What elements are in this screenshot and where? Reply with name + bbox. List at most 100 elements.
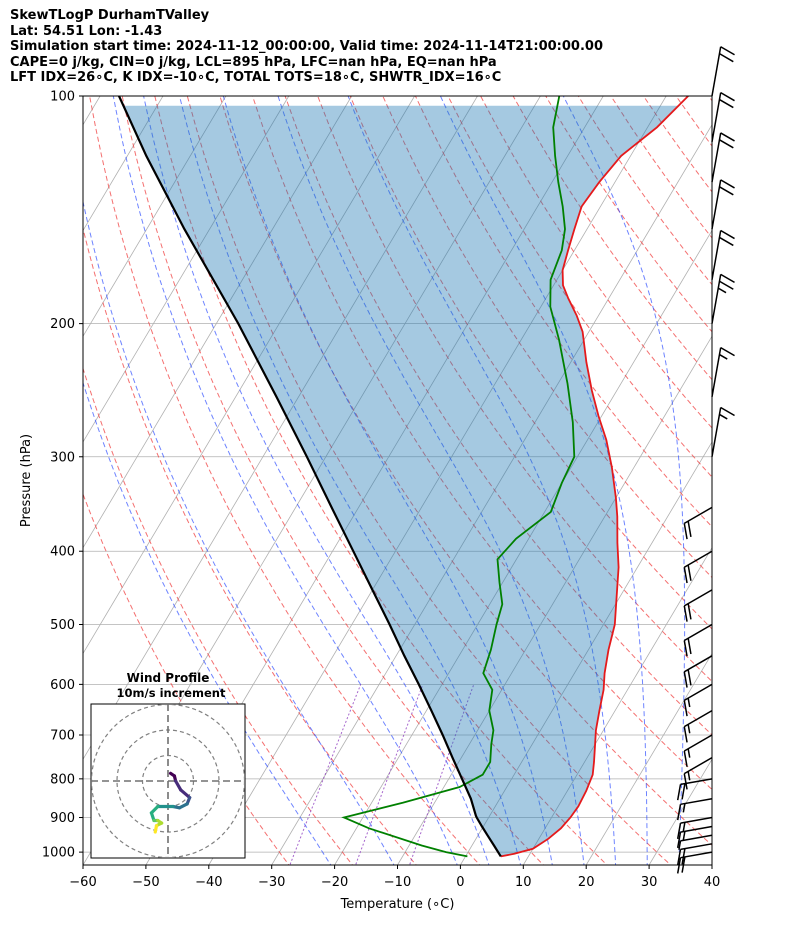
- x-tick-label: 10: [515, 875, 532, 890]
- y-axis-label: Pressure (hPa): [19, 434, 34, 527]
- moist-adiabat: [277, 96, 585, 865]
- wind-barb: [711, 406, 735, 457]
- isotherm-line: [585, 652, 712, 865]
- index-line: LFT IDX=26∘C, K IDX=-10∘C, TOTAL TOTS=18…: [10, 70, 502, 85]
- wind-barb: [676, 851, 713, 874]
- dry-adiabat: [349, 96, 712, 630]
- moist-adiabat: [179, 96, 522, 865]
- wind-barb: [711, 347, 735, 398]
- dry-adiabat: [219, 96, 712, 846]
- parcel-line: [117, 96, 502, 857]
- y-tick-label: 1000: [42, 846, 75, 861]
- wind-barb: [683, 710, 713, 743]
- data-layer: [117, 96, 689, 858]
- grid-layer: [83, 96, 794, 868]
- y-tick-label: 500: [50, 618, 75, 633]
- y-tick-label: 800: [50, 772, 75, 787]
- wind-barb: [683, 734, 713, 767]
- dewpoint-line: [341, 96, 576, 858]
- isotherm-line: [648, 758, 712, 865]
- wind-barb: [683, 683, 713, 717]
- wind-barb: [683, 506, 713, 540]
- isotherm-line: [208, 96, 667, 865]
- isotherm-line: [775, 96, 794, 865]
- x-tick-label: −50: [132, 875, 159, 890]
- y-tick-label: 200: [50, 317, 75, 332]
- wind-barb: [711, 273, 735, 324]
- isotherm-line: [711, 864, 712, 865]
- dry-adiabat: [382, 96, 712, 579]
- dry-adiabat: [83, 492, 290, 865]
- hodograph-segment: [153, 824, 159, 834]
- wind-barb: [711, 46, 735, 97]
- cin-shading: [123, 105, 679, 857]
- moist-adiabat: [222, 96, 553, 865]
- x-tick-label: 30: [641, 875, 658, 890]
- x-tick-label: −20: [321, 875, 348, 890]
- wind-barb: [676, 798, 713, 821]
- isotherm-line: [271, 123, 712, 865]
- dry-adiabat: [643, 96, 712, 193]
- x-axis-label: Temperature (∘C): [340, 897, 455, 912]
- moist-adiabat: [83, 381, 332, 865]
- wind-barb: [711, 132, 735, 183]
- wind-barb: [676, 843, 713, 866]
- y-tick-label: 900: [50, 811, 75, 826]
- hodograph-plot: [91, 704, 245, 858]
- wind-barb: [683, 589, 713, 622]
- cape-line: CAPE=0 j/kg, CIN=0 j/kg, LCL=895 hPa, LF…: [10, 54, 497, 70]
- wind-barb: [676, 778, 713, 801]
- dry-adiabat: [154, 96, 608, 865]
- dry-adiabat: [89, 96, 481, 865]
- chart-header: SkewTLogP DurhamTValley Lat: 54.51 Lon: …: [10, 8, 780, 86]
- y-tick-label: 700: [50, 728, 75, 743]
- wind-barb: [711, 179, 735, 230]
- x-tick-label: 0: [456, 875, 464, 890]
- y-tick-label: 300: [50, 450, 75, 465]
- isotherm-line: [83, 96, 227, 338]
- mixing-ratio-line: [355, 684, 424, 865]
- dry-adiabat: [675, 96, 712, 147]
- dry-adiabat: [708, 96, 712, 102]
- axis-layer: −60 −50 −40 −30 −20 −10 0 10 20 30 40 100 200 300 400 5…: [19, 90, 720, 913]
- dry-adiabat: [186, 96, 672, 865]
- dry-adiabat: [252, 96, 712, 791]
- dry-adiabat: [414, 96, 712, 528]
- dry-adiabat: [121, 96, 545, 865]
- x-tick-label: −60: [69, 875, 96, 890]
- mixing-ratio-line: [289, 684, 362, 865]
- wind-barbs: [676, 46, 735, 874]
- isotherm-line: [83, 96, 164, 232]
- x-tick-label: −10: [384, 875, 411, 890]
- x-tick-label: 20: [578, 875, 595, 890]
- x-tick-label: −30: [258, 875, 285, 890]
- dry-adiabat: [741, 96, 794, 868]
- wind-barb: [678, 834, 713, 850]
- wind-barb: [711, 92, 735, 143]
- wind-barb: [676, 816, 713, 839]
- wind-barb: [676, 825, 713, 848]
- isotherm-line: [83, 96, 353, 549]
- dry-adiabat: [480, 96, 712, 429]
- isotherm-line: [397, 335, 712, 865]
- hodograph-segment: [174, 779, 183, 792]
- moist-adiabat: [143, 96, 490, 865]
- isotherm-line: [522, 546, 712, 865]
- temperature-line: [500, 96, 689, 858]
- dry-adiabat: [447, 96, 712, 478]
- hodograph-segment: [179, 788, 192, 800]
- y-tick-label: 400: [50, 545, 75, 560]
- isotherm-line: [460, 441, 712, 865]
- hodograph-title: Wind Profile: [127, 671, 210, 685]
- location-line: Lat: 54.51 Lon: -1.43: [10, 23, 163, 39]
- wind-barb: [683, 623, 713, 657]
- y-tick-label: 600: [50, 678, 75, 693]
- chart-title: SkewTLogP DurhamTValley: [10, 8, 210, 23]
- x-tick-label: 40: [704, 875, 721, 890]
- wind-barb: [711, 229, 735, 280]
- isotherm-line: [83, 96, 290, 443]
- moist-adiabat: [112, 96, 458, 865]
- wind-barb: [683, 655, 713, 688]
